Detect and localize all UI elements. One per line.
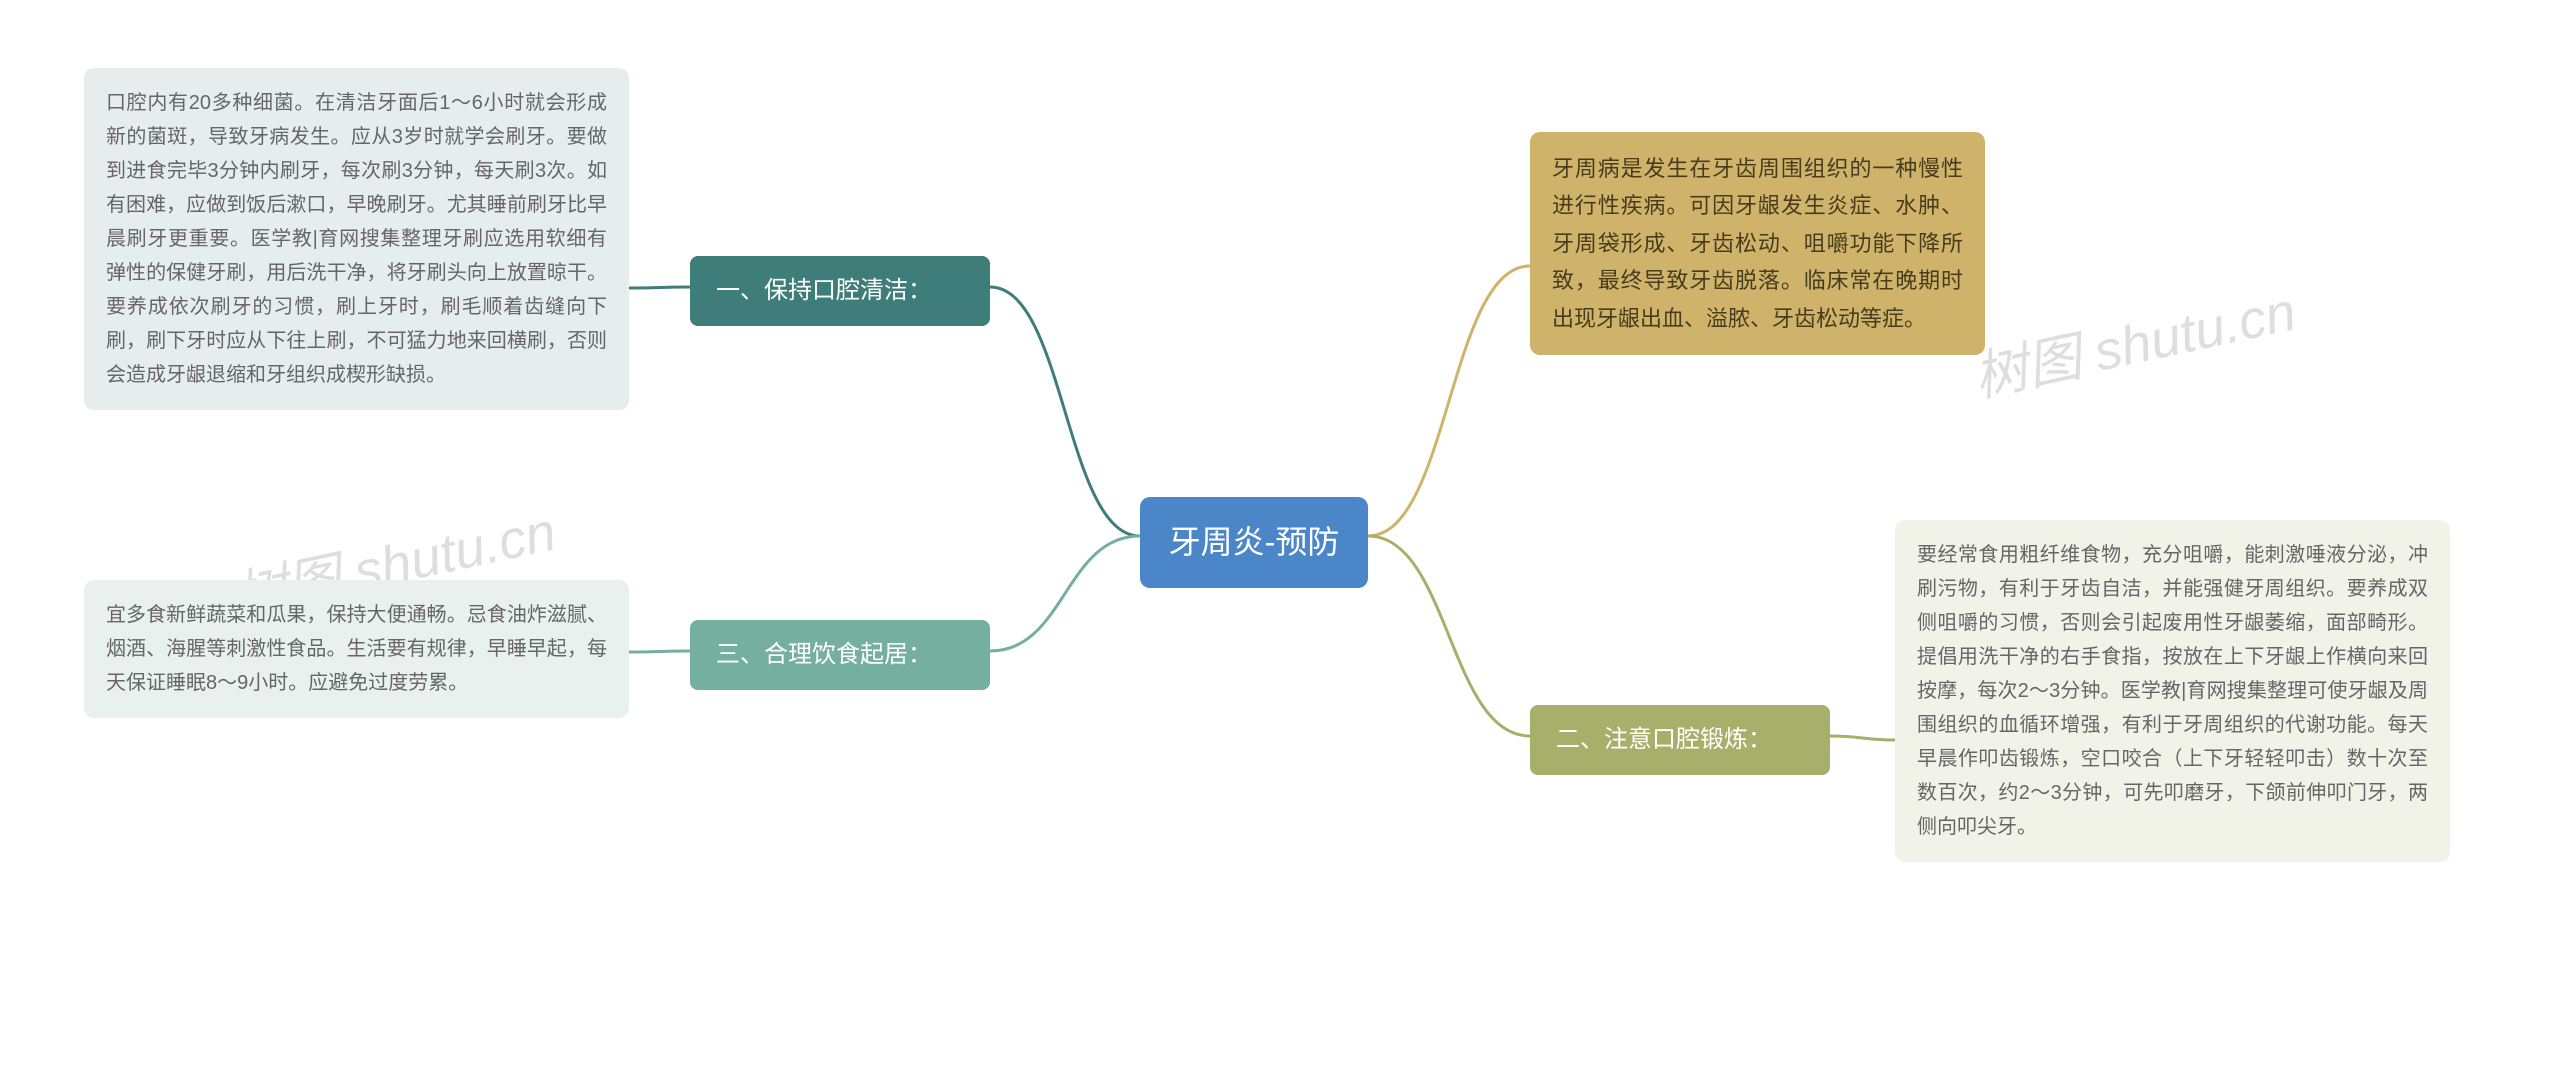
leaf-diet-rest: 宜多食新鲜蔬菜和瓜果，保持大便通畅。忌食油炸滋腻、烟酒、海腥等刺激性食品。生活要… [84,580,629,718]
center-node: 牙周炎-预防 [1140,497,1368,588]
leaf-oral-exercise: 要经常食用粗纤维食物，充分咀嚼，能刺激唾液分泌，冲刷污物，有利于牙齿自洁，并能强… [1895,520,2450,862]
branch-oral-exercise: 二、注意口腔锻炼： [1530,705,1830,775]
branch-diet-rest: 三、合理饮食起居： [690,620,990,690]
leaf-oral-hygiene: 口腔内有20多种细菌。在清洁牙面后1～6小时就会形成新的菌斑，导致牙病发生。应从… [84,68,629,410]
branch-oral-hygiene: 一、保持口腔清洁： [690,256,990,326]
branch-intro: 牙周病是发生在牙齿周围组织的一种慢性进行性疾病。可因牙龈发生炎症、水肿、牙周袋形… [1530,132,1985,355]
watermark-2: 树图 shutu.cn [1965,267,2301,412]
